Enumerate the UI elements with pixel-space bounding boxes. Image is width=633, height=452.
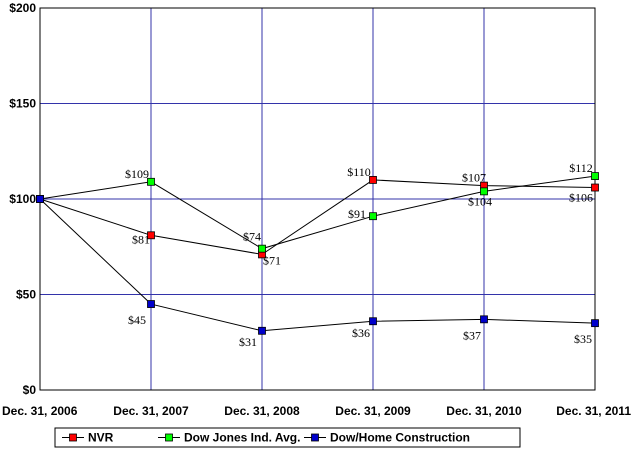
series-point (591, 319, 599, 328)
y-tick-label: $50 (16, 288, 36, 302)
data-label: $45 (128, 313, 146, 327)
series-point (369, 175, 377, 184)
legend-label: NVR (88, 431, 114, 445)
legend-box (54, 427, 521, 448)
data-labels: $81 $71 $110 $107 $106 $109 $74 $91 $104 $112 $45 $… (125, 161, 593, 349)
series-point (147, 177, 155, 186)
series-point (147, 300, 155, 308)
data-label: $91 (348, 207, 366, 221)
series-point (480, 187, 488, 196)
data-label: $106 (569, 191, 593, 205)
data-label: $109 (125, 167, 149, 181)
x-tick-label: Dec. 31, 2008 (224, 404, 300, 418)
data-label: $31 (239, 335, 257, 349)
series-line-1 (39, 175, 596, 250)
x-tick-label: Dec. 31, 2009 (335, 404, 411, 418)
series-point (258, 326, 266, 335)
series-point (591, 183, 599, 192)
y-tick-label: $200 (9, 1, 36, 15)
legend: NVR Dow Jones Ind. Avg. Dow/Home Construct… (54, 427, 521, 448)
series-point (36, 195, 44, 203)
grid (39, 7, 596, 391)
series-line-2 (39, 198, 596, 332)
series-point (480, 315, 488, 324)
data-label: $35 (574, 332, 592, 346)
series-line-0 (39, 179, 596, 255)
series-point (258, 244, 266, 253)
legend-marker (69, 433, 77, 442)
series-lines (39, 175, 596, 332)
x-tick-label: Dec. 31, 2007 (113, 404, 189, 418)
data-label: $74 (243, 230, 261, 244)
x-tick-label: Dec. 31, 2010 (446, 404, 522, 418)
data-label: $110 (347, 165, 371, 179)
series-point (369, 317, 377, 326)
data-label: $81 (132, 232, 150, 246)
data-label: $107 (462, 171, 486, 185)
x-tick-label: Dec. 31, 2006 (2, 404, 78, 418)
legend-label: Dow Jones Ind. Avg. (184, 431, 300, 445)
y-tick-label: $150 (9, 97, 36, 111)
series-point (147, 231, 155, 240)
data-label: $112 (569, 161, 593, 175)
x-tick-label: Dec. 31, 2011 (556, 404, 631, 418)
data-label: $37 (463, 328, 481, 342)
legend-marker (165, 433, 173, 442)
series-markers (36, 172, 599, 335)
legend-label: Dow/Home Construction (330, 431, 470, 445)
legend-marker (311, 433, 319, 442)
series-point (591, 172, 599, 180)
y-tick-label: $0 (23, 383, 37, 397)
y-tick-label: $100 (9, 192, 36, 206)
data-label: $71 (263, 253, 281, 267)
data-label: $36 (352, 326, 370, 340)
data-label: $104 (468, 194, 492, 208)
series-point (369, 212, 377, 221)
axes: $0 $50 $100 $150 $200 Dec. 31, 2006 Dec. 31, 2… (2, 1, 631, 418)
